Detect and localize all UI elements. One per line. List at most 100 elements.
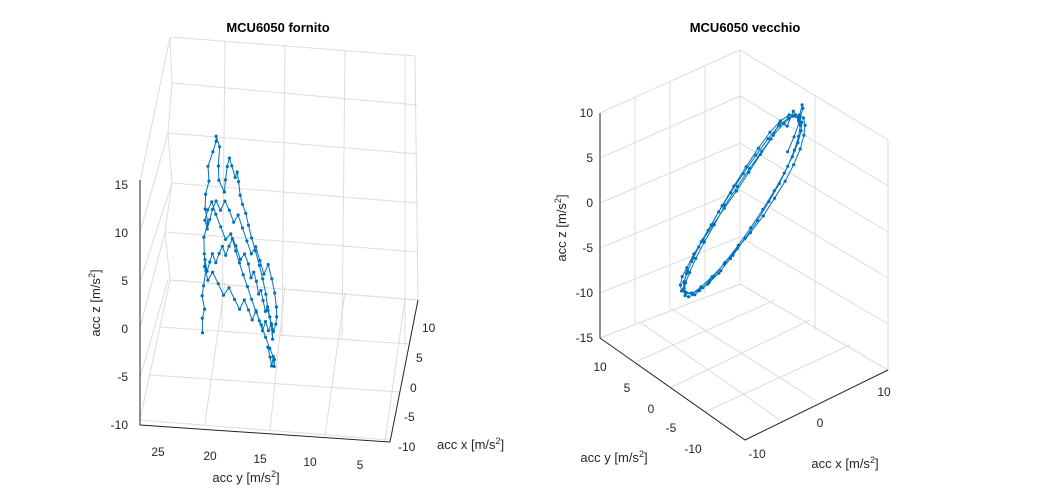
x-axis-label: acc x [m/s2]: [437, 436, 504, 452]
z-tick-label: -10: [576, 286, 594, 300]
data-point: [230, 237, 234, 241]
data-point: [728, 191, 733, 195]
data-point: [684, 271, 689, 276]
data-point: [259, 323, 263, 327]
data-point: [273, 291, 277, 295]
data-point: [200, 331, 205, 335]
data-point: [249, 252, 253, 256]
data-point: [220, 244, 224, 248]
data-point: [699, 240, 703, 244]
data-point: [777, 182, 781, 186]
data-series: [678, 103, 807, 299]
plot-mcu6050-vecchio: MCU6050 vecchio: [553, 20, 891, 471]
data-point: [791, 114, 795, 118]
data-point: [272, 357, 276, 362]
data-point: [685, 269, 690, 273]
data-point: [266, 329, 270, 333]
data-point: [786, 116, 790, 120]
data-point: [694, 256, 698, 261]
data-point: [252, 270, 256, 274]
x-tick-label: -10: [748, 447, 766, 461]
z-tick-label: 5: [121, 274, 128, 288]
z-axis-label: acc z [m/s2]: [87, 269, 103, 336]
z-axis-label: acc z [m/s2]: [553, 194, 569, 261]
data-point: [682, 287, 686, 291]
data-point: [216, 164, 220, 168]
data-point: [206, 208, 210, 212]
data-point: [202, 264, 207, 269]
data-point: [797, 134, 801, 138]
data-point: [735, 184, 740, 189]
data-point: [800, 103, 804, 107]
x-axis-label: acc x [m/s2]: [811, 455, 878, 471]
data-point: [719, 269, 723, 273]
data-point: [728, 256, 733, 261]
data-point: [227, 208, 231, 212]
data-point: [203, 258, 207, 262]
data-point: [271, 337, 275, 341]
data-point: [249, 276, 253, 280]
data-point: [218, 208, 223, 212]
axis-lines: [599, 113, 889, 441]
data-point: [206, 221, 210, 225]
data-point: [701, 238, 705, 242]
data-point: [723, 203, 727, 207]
data-point: [684, 291, 688, 295]
series-line: [201, 136, 278, 367]
z-tick-label: 10: [115, 226, 129, 240]
data-point: [200, 294, 204, 298]
x-tick-label: -5: [404, 410, 415, 424]
data-point: [748, 231, 753, 235]
data-point: [233, 175, 237, 180]
data-point: [266, 308, 270, 312]
data-point: [717, 210, 721, 214]
data-point: [223, 178, 228, 182]
data-point: [749, 226, 753, 230]
data-point: [244, 211, 248, 215]
data-point: [680, 289, 684, 293]
data-point: [222, 190, 226, 194]
data-point: [262, 272, 266, 276]
data-point: [219, 225, 223, 229]
data-point: [246, 223, 251, 227]
data-point: [264, 292, 268, 296]
data-point: [735, 189, 739, 193]
data-point: [754, 153, 758, 157]
data-point: [254, 310, 258, 314]
data-point: [204, 192, 208, 196]
data-point: [790, 155, 794, 159]
data-point: [263, 309, 267, 313]
data-point: [236, 213, 240, 217]
data-point: [723, 260, 727, 264]
z-tick-label: -5: [117, 370, 128, 384]
data-point: [732, 184, 736, 188]
data-point: [234, 244, 238, 248]
data-point: [792, 148, 797, 152]
data-point: [217, 178, 221, 182]
data-point: [798, 147, 802, 151]
data-point: [274, 305, 278, 309]
z-tick-label: 5: [586, 151, 593, 165]
x-tick-label: 10: [877, 385, 891, 399]
data-point: [227, 156, 231, 160]
y-tick-label: 10: [593, 360, 607, 374]
data-point: [767, 200, 771, 204]
y-tick-label: 15: [253, 452, 267, 466]
data-point: [761, 207, 765, 211]
data-point: [258, 258, 262, 263]
data-point: [792, 135, 796, 139]
data-point: [214, 134, 218, 138]
data-point: [744, 165, 748, 169]
data-point: [803, 123, 807, 127]
data-point: [238, 307, 242, 311]
data-point: [202, 252, 206, 256]
data-point: [766, 137, 770, 141]
data-point: [206, 164, 210, 168]
data-point: [261, 277, 265, 281]
data-point: [263, 320, 268, 324]
data-point: [237, 180, 241, 184]
data-point: [208, 218, 212, 222]
x-tick-label: 0: [410, 381, 417, 395]
data-point: [218, 145, 222, 149]
data-point: [210, 252, 214, 256]
